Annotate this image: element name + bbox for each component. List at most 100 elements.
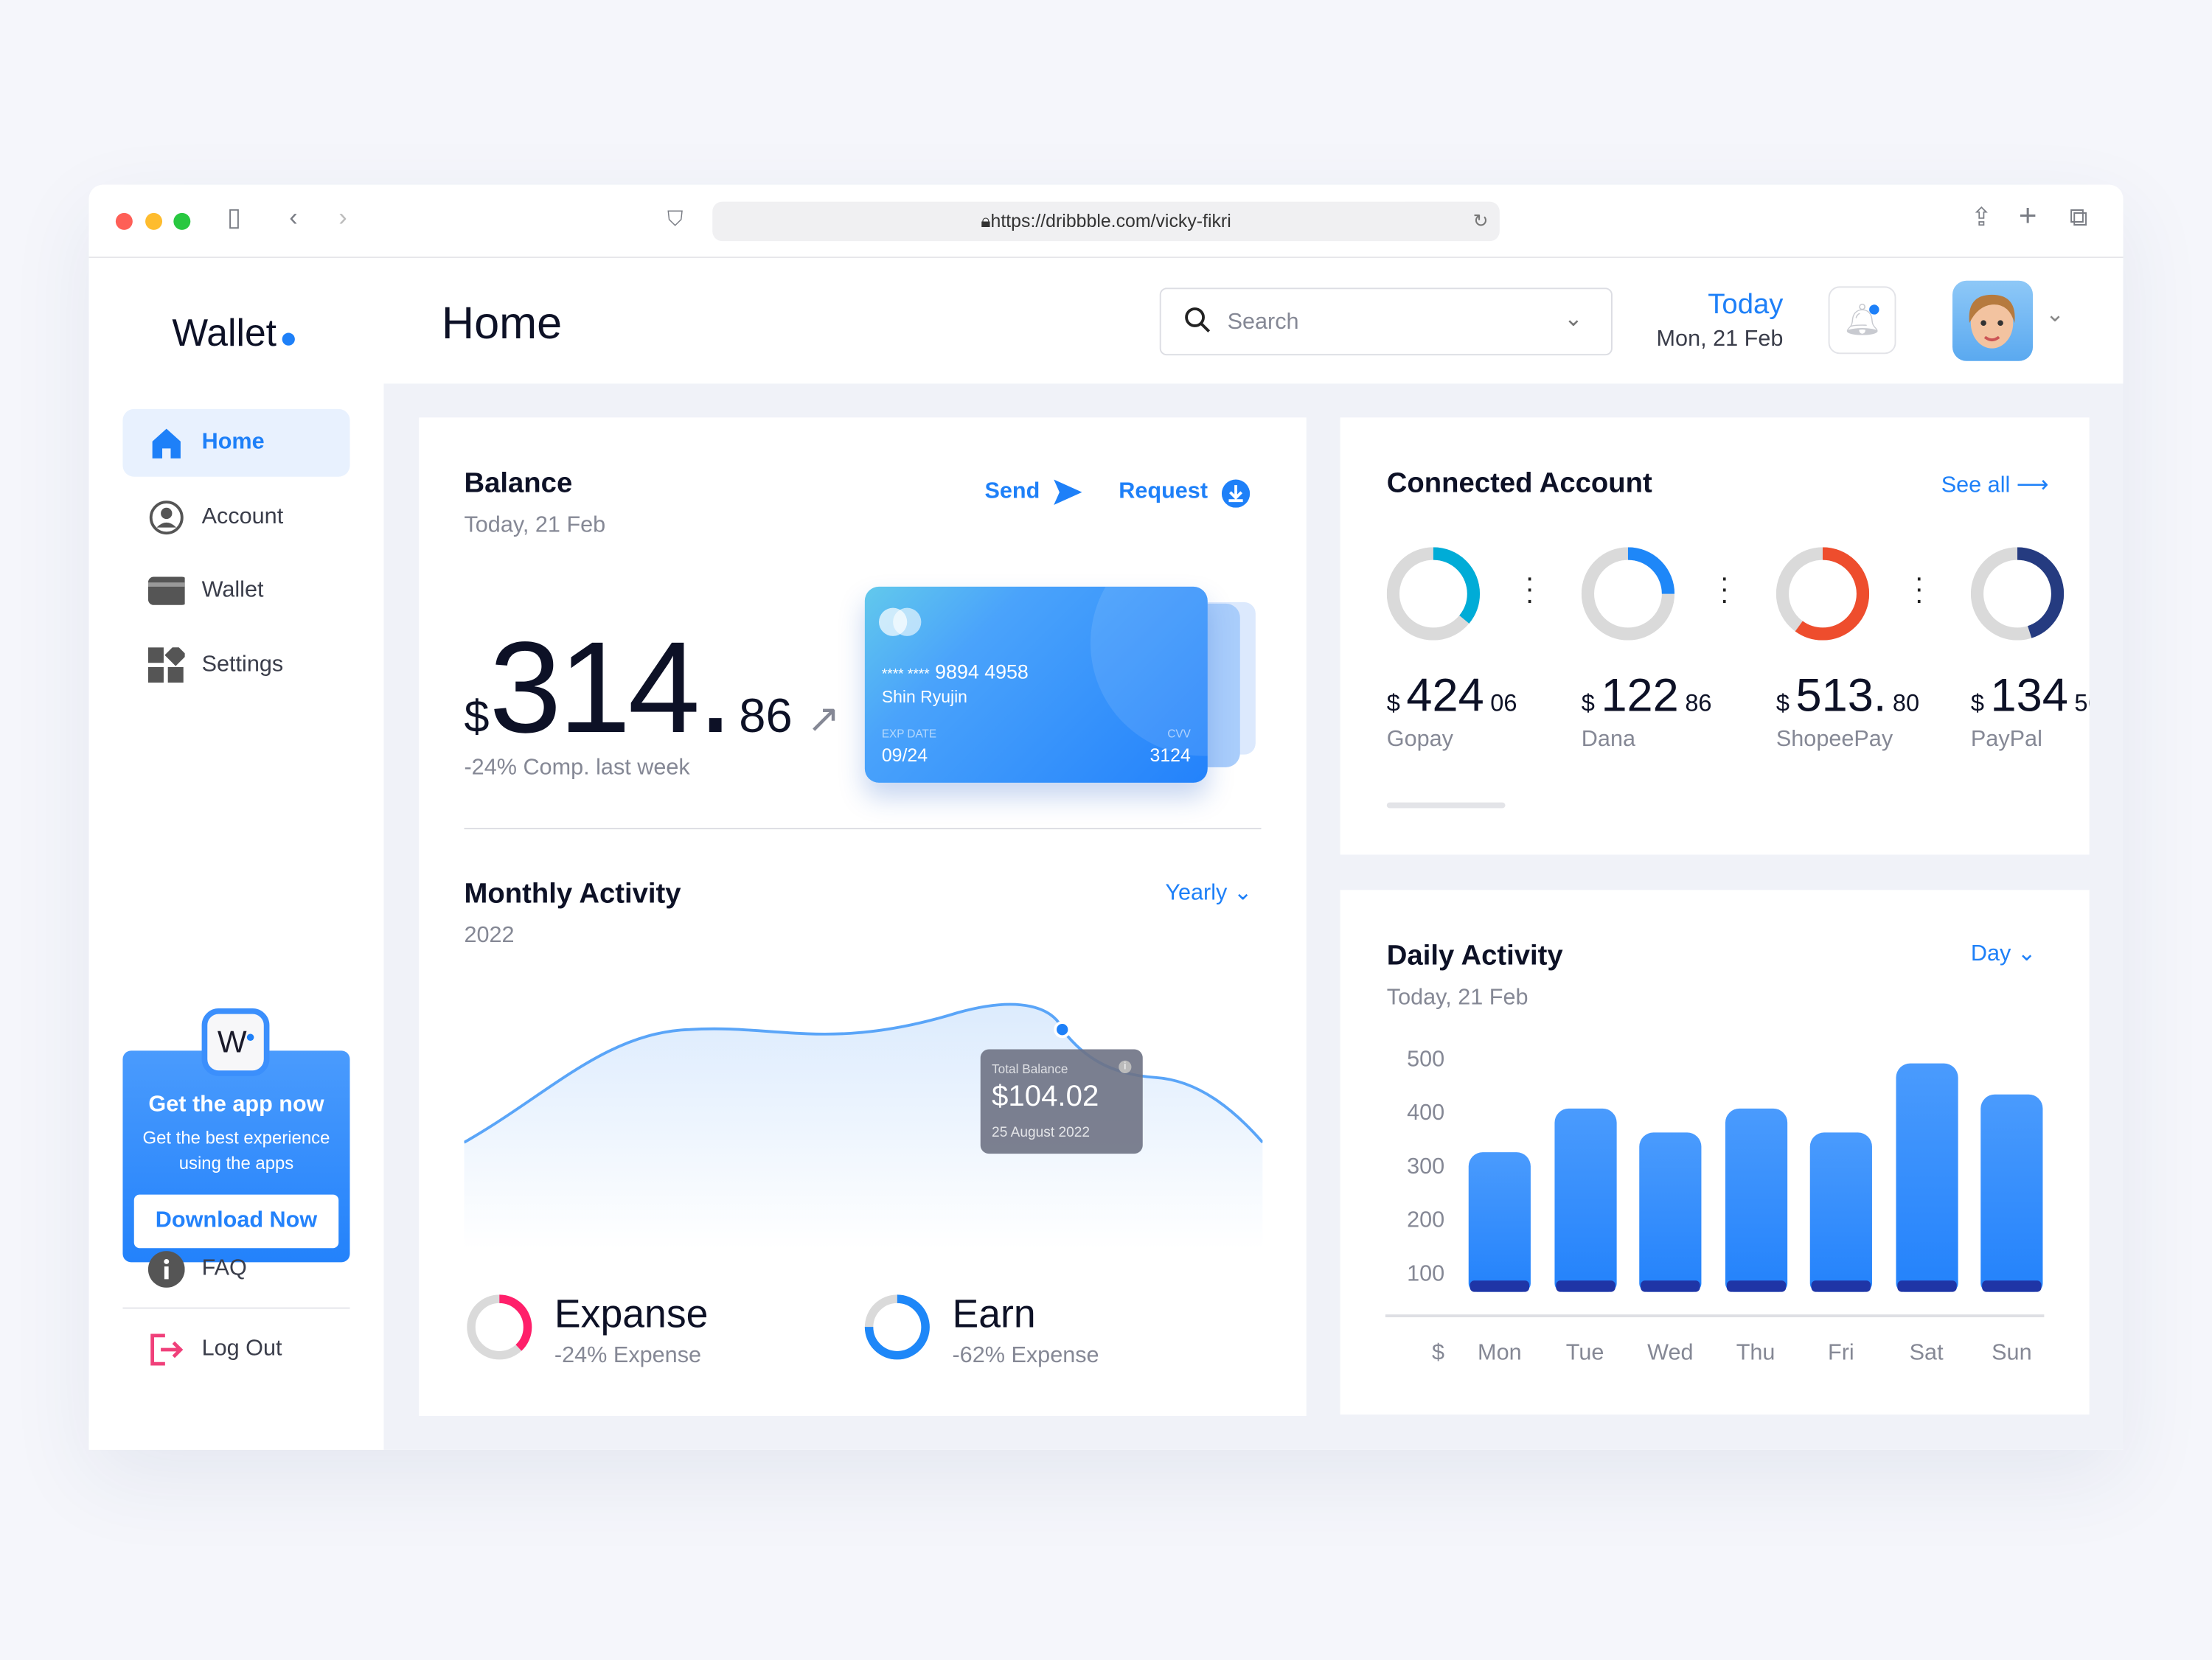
highlight-point xyxy=(1054,1021,1071,1039)
account-name: Dana xyxy=(1581,728,1635,752)
trend-arrow-icon: ↗ xyxy=(807,697,841,741)
maximize-window-button[interactable] xyxy=(173,212,191,230)
lock-icon: 🔒︎ xyxy=(981,210,991,231)
home-icon xyxy=(148,426,185,460)
connected-title: Connected Account xyxy=(1386,468,1652,500)
bar-thu[interactable] xyxy=(1725,1109,1787,1292)
nav-label: Log Out xyxy=(201,1336,282,1361)
avatar[interactable] xyxy=(1952,280,2034,361)
forward-icon[interactable]: › xyxy=(338,203,347,231)
account-name: Gopay xyxy=(1386,728,1453,752)
app-logo-badge: W xyxy=(201,1008,270,1076)
nav-label: Wallet xyxy=(201,578,264,602)
header-date: Mon, 21 Feb xyxy=(1656,327,1784,352)
credit-card[interactable]: **** **** 9894 4958 Shin Ryujin EXP DATE… xyxy=(864,586,1208,783)
see-all-link[interactable]: See all ⟶ xyxy=(1941,473,2049,498)
logout-icon xyxy=(148,1331,185,1368)
day-dropdown[interactable]: Day ⌄ xyxy=(1970,942,2037,966)
bar-wed[interactable] xyxy=(1639,1131,1702,1292)
y-tick-label: 100 xyxy=(1407,1262,1445,1286)
sidebar-item-faq[interactable]: FAQ xyxy=(122,1235,349,1303)
divider xyxy=(122,1307,350,1309)
url-bar[interactable]: 🔒︎https://dribbble.com/vicky-fikri ↻ xyxy=(712,201,1500,242)
search-placeholder: Search xyxy=(1227,310,1299,335)
balance-comparison: -24% Comp. last week xyxy=(464,756,690,781)
card-number: 9894 4958 xyxy=(935,660,1029,683)
nav-label: FAQ xyxy=(201,1256,247,1281)
expanse-title: Expanse xyxy=(554,1291,709,1336)
activity-line xyxy=(464,1002,1263,1144)
x-axis-line xyxy=(1385,1314,2045,1318)
tooltip-date: 25 August 2022 xyxy=(992,1125,1091,1141)
reload-icon[interactable]: ↻ xyxy=(1472,210,1489,231)
notification-dot xyxy=(1869,304,1879,315)
logo: Wallet xyxy=(172,312,295,355)
tabs-overview-icon[interactable]: ⧉ xyxy=(2069,203,2088,231)
shield-icon: ⛉ xyxy=(667,207,684,231)
main-content: Balance Today, 21 Feb Send Request $314.… xyxy=(383,383,2124,1450)
chevron-down-icon: ⌄ xyxy=(1564,307,1583,332)
tooltip-label: Total Balance xyxy=(992,1061,1068,1076)
profile-chevron-icon[interactable]: ⌄ xyxy=(2045,303,2065,327)
sidebar-item-logout[interactable]: Log Out xyxy=(122,1316,349,1384)
x-tick-label: Sun xyxy=(1992,1341,2032,1366)
x-tick-label: Mon xyxy=(1478,1341,1522,1366)
bar-tue[interactable] xyxy=(1554,1109,1616,1292)
area-fill xyxy=(464,1004,1263,1250)
browser-window: ▯ ‹ › ⛉ 🔒︎https://dribbble.com/vicky-fik… xyxy=(88,184,2124,1450)
info-icon: i xyxy=(1119,1060,1132,1074)
bar-mon[interactable] xyxy=(1468,1151,1531,1292)
donut-value xyxy=(1775,547,1870,641)
sidebar-item-home[interactable]: Home xyxy=(122,408,350,477)
send-button[interactable]: Send xyxy=(984,479,1082,505)
minimize-window-button[interactable] xyxy=(145,212,163,230)
more-options-icon[interactable]: · · · xyxy=(1914,562,1924,617)
sidebar-item-wallet[interactable]: Wallet xyxy=(122,557,349,625)
monthly-activity-chart xyxy=(464,1002,1263,1250)
back-icon[interactable]: ‹ xyxy=(289,203,298,231)
sidebar-toggle-icon[interactable]: ▯ xyxy=(227,203,241,231)
bar-sun[interactable] xyxy=(1980,1095,2043,1292)
bar-base xyxy=(1896,1280,1956,1292)
balance-panel: Balance Today, 21 Feb Send Request $314.… xyxy=(419,417,1307,1416)
search-icon xyxy=(1183,306,1211,341)
user-circle-icon xyxy=(148,499,185,536)
balance-date: Today, 21 Feb xyxy=(464,513,606,537)
share-icon[interactable]: ⇪ xyxy=(1970,203,1992,231)
cvv-label: CVV xyxy=(1167,728,1191,741)
bar-sat[interactable] xyxy=(1895,1063,1958,1292)
balance-amount: $314. 86 ↗ xyxy=(464,616,841,761)
promo-title: Get the app now xyxy=(148,1092,324,1117)
yearly-dropdown[interactable]: Yearly ⌄ xyxy=(1165,881,1253,906)
account-balance: $ 513. 80 xyxy=(1775,668,1920,721)
search-input[interactable]: Search ⌄ xyxy=(1159,287,1613,356)
card-holder: Shin Ryujin xyxy=(881,686,967,707)
notification-bell-button[interactable]: 🔔︎ xyxy=(1828,286,1896,355)
new-tab-icon[interactable]: + xyxy=(2018,197,2037,233)
carousel-scrollbar[interactable] xyxy=(1386,802,1506,809)
close-window-button[interactable] xyxy=(115,212,133,230)
account-donut xyxy=(1386,547,1481,641)
send-icon xyxy=(1054,479,1082,505)
y-tick-label: 400 xyxy=(1407,1101,1445,1126)
daily-date: Today, 21 Feb xyxy=(1386,986,1528,1010)
x-tick-label: Tue xyxy=(1565,1341,1604,1366)
bar-base xyxy=(1555,1280,1615,1292)
bar-base xyxy=(1641,1280,1700,1292)
sidebar-item-settings[interactable]: Settings xyxy=(122,632,349,700)
account-name: PayPal xyxy=(1970,728,2042,752)
x-tick-label: Wed xyxy=(1647,1341,1694,1366)
connected-account-panel: Connected Account See all ⟶ · · · $ 424 06… xyxy=(1340,417,2090,855)
more-options-icon[interactable]: · · · xyxy=(1719,562,1730,617)
request-button[interactable]: Request xyxy=(1119,479,1251,508)
y-tick-label: 300 xyxy=(1407,1154,1445,1179)
more-options-icon[interactable]: · · · xyxy=(1525,562,1535,617)
download-now-button[interactable]: Download Now xyxy=(133,1194,339,1249)
sidebar-item-account[interactable]: Account xyxy=(122,484,349,551)
bar-base xyxy=(1470,1280,1530,1292)
bar-base xyxy=(1982,1280,2042,1292)
bar-fri[interactable] xyxy=(1809,1131,1872,1292)
account-balance: $ 122 86 xyxy=(1581,668,1712,721)
earn-title: Earn xyxy=(952,1291,1036,1336)
daily-title: Daily Activity xyxy=(1386,941,1563,972)
